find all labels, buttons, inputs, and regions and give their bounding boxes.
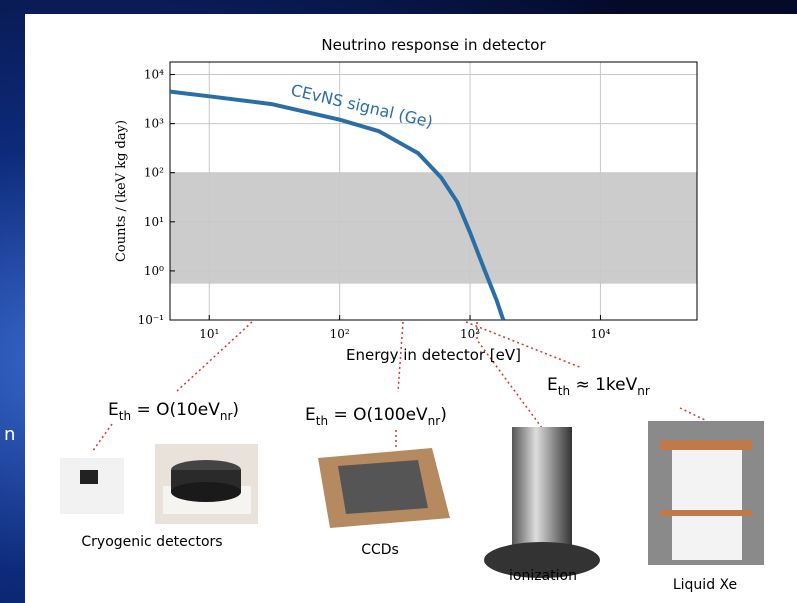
y-tick-label: 10⁻¹ <box>138 313 164 327</box>
subscript: th <box>316 414 328 428</box>
y-tick-label: 10¹ <box>144 215 164 229</box>
caption: Liquid Xe <box>673 577 737 593</box>
x-tick-label: 10¹ <box>199 327 219 341</box>
x-tick-label: 10² <box>330 327 350 341</box>
caption: CCDs <box>361 542 399 558</box>
text-part: ≈ 1keV <box>570 375 638 395</box>
caption: Cryogenic detectors <box>81 534 222 550</box>
subscript: th <box>119 409 131 423</box>
text-part: E <box>108 400 119 420</box>
page: n 10¹10²10³10⁴10⁻¹10⁰10¹10²10³10⁴CEvNS s… <box>0 0 797 603</box>
subscript: nr <box>637 384 650 398</box>
subscript: nr <box>428 414 441 428</box>
y-tick-label: 10⁴ <box>144 68 164 82</box>
text-part: ) <box>440 405 447 425</box>
shaded-band <box>170 173 697 284</box>
y-tick-label: 10⁰ <box>144 264 164 278</box>
y-axis-label: Counts / (keV kg day) <box>114 120 129 262</box>
slide: n 10¹10²10³10⁴10⁻¹10⁰10¹10²10³10⁴CEvNS s… <box>0 0 797 603</box>
chart-title: Neutrino response in detector <box>321 36 546 54</box>
x-tick-label: 10⁴ <box>590 327 610 341</box>
y-tick-label: 10² <box>144 166 164 180</box>
text-part: E <box>305 405 316 425</box>
text-part: E <box>547 375 558 395</box>
text-part: = O(100eV <box>328 405 428 425</box>
x-axis-label: Energy in detector [eV] <box>346 346 521 364</box>
caption: ionization <box>509 568 577 584</box>
text-part: = O(10eV <box>131 400 220 420</box>
slide-text: n <box>4 424 15 445</box>
subscript: nr <box>220 409 233 423</box>
text-part: ) <box>232 400 239 420</box>
y-tick-label: 10³ <box>144 117 164 131</box>
x-tick-label: 10³ <box>460 327 480 341</box>
subscript: th <box>558 384 570 398</box>
